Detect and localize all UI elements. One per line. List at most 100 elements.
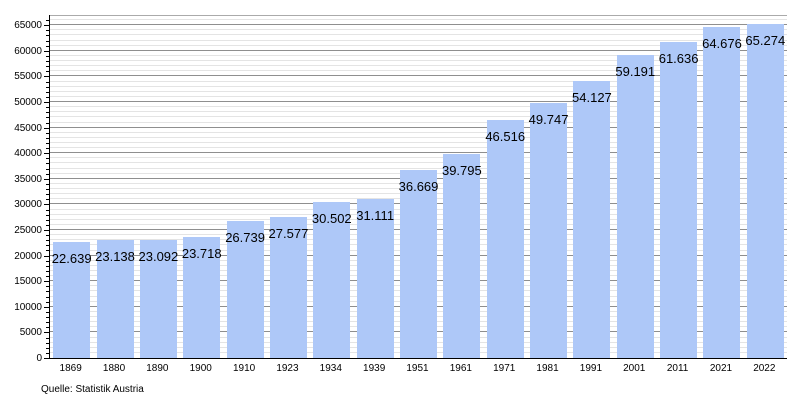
minor-gridline <box>50 65 787 67</box>
y-tick-label: 55000 <box>14 71 42 83</box>
y-tick-label: 50000 <box>14 97 42 109</box>
y-tick-label: 30000 <box>14 199 42 211</box>
bar-value-label: 54.127 <box>572 89 612 105</box>
y-minor-tick <box>46 342 49 344</box>
x-tick-label: 2011 <box>666 363 689 374</box>
minor-gridline <box>50 90 787 92</box>
y-minor-tick <box>46 96 49 98</box>
y-minor-tick <box>46 86 49 88</box>
y-minor-tick <box>46 199 49 201</box>
x-tick-label: 1934 <box>319 363 342 374</box>
minor-gridline <box>50 70 787 72</box>
y-minor-tick <box>46 265 49 267</box>
y-minor-tick <box>46 296 49 298</box>
y-minor-tick <box>46 40 49 42</box>
y-tick <box>44 127 49 129</box>
y-tick <box>44 358 49 359</box>
y-minor-tick <box>46 260 49 262</box>
minor-gridline <box>50 34 787 36</box>
y-tick <box>44 255 49 257</box>
bar-value-label: 64.676 <box>702 35 742 51</box>
y-minor-tick <box>46 311 49 313</box>
y-minor-tick <box>46 240 49 242</box>
bar-value-label: 23.138 <box>95 248 135 264</box>
y-minor-tick <box>46 322 49 324</box>
y-tick <box>44 102 49 104</box>
bar-value-label: 23.718 <box>181 245 222 261</box>
minor-gridline <box>50 95 787 97</box>
y-minor-tick <box>46 30 49 32</box>
minor-gridline <box>50 162 787 164</box>
minor-gridline <box>50 60 787 62</box>
y-minor-tick <box>46 122 49 124</box>
y-minor-tick <box>46 35 49 37</box>
y-minor-tick <box>46 20 49 22</box>
bar: 65.274 <box>745 23 785 358</box>
bar: 23.718 <box>181 236 222 358</box>
x-tick-label: 1939 <box>363 363 386 374</box>
y-minor-tick <box>46 224 49 226</box>
y-minor-tick <box>46 168 49 170</box>
bar-value-label: 27.577 <box>268 225 309 241</box>
y-minor-tick <box>46 209 49 211</box>
x-tick-label: 1900 <box>189 363 212 374</box>
x-tick-label: 2022 <box>753 363 776 374</box>
y-minor-tick <box>46 117 49 119</box>
y-tick-label: 10000 <box>14 301 42 313</box>
bar: 27.577 <box>268 216 309 358</box>
y-minor-tick <box>46 71 49 73</box>
x-tick-label: 1910 <box>232 363 256 374</box>
y-minor-tick <box>46 148 49 150</box>
bar: 23.092 <box>138 239 178 358</box>
y-minor-tick <box>46 163 49 165</box>
x-tick-label: 1890 <box>146 363 169 374</box>
y-minor-tick <box>46 327 49 329</box>
bar: 61.636 <box>659 42 698 358</box>
y-minor-tick <box>46 352 49 354</box>
y-tick <box>44 76 49 78</box>
x-tick-label: 1869 <box>59 363 82 374</box>
x-tick-label: 1951 <box>406 363 429 374</box>
source-caption: Quelle: Statistik Austria <box>41 384 144 395</box>
y-tick-label: 15000 <box>14 276 42 288</box>
major-gridline <box>50 75 787 77</box>
minor-gridline <box>50 142 787 143</box>
minor-gridline <box>50 29 787 31</box>
bar-value-label: 39.795 <box>441 163 482 179</box>
y-minor-tick <box>46 214 49 216</box>
bar-value-label: 36.669 <box>398 179 439 195</box>
bar: 39.795 <box>441 154 482 358</box>
y-tick <box>44 230 49 231</box>
y-tick-label: 25000 <box>14 225 42 236</box>
y-minor-tick <box>46 235 49 237</box>
y-tick-label: 35000 <box>14 173 42 185</box>
x-tick-label: 1981 <box>536 363 559 374</box>
major-gridline <box>50 126 787 128</box>
y-tick-label: 65000 <box>14 20 42 32</box>
bar: 49.747 <box>529 103 568 358</box>
y-tick-label: 40000 <box>14 148 42 160</box>
minor-gridline <box>50 121 787 123</box>
minor-gridline <box>50 54 787 56</box>
y-tick <box>44 204 49 206</box>
y-minor-tick <box>46 137 49 139</box>
minor-gridline <box>50 39 787 41</box>
bar: 22.639 <box>52 242 92 358</box>
y-minor-tick <box>46 194 49 196</box>
y-minor-tick <box>46 250 49 252</box>
plot-area: 22.639 23.138 23.092 23.718 26.739 27.577 30.5… <box>49 15 787 359</box>
bar-value-label: 46.516 <box>485 128 526 144</box>
y-tick-label: 5000 <box>19 327 42 339</box>
minor-gridline <box>50 111 787 113</box>
y-tick <box>44 281 49 283</box>
minor-gridline <box>50 85 787 87</box>
bar: 46.516 <box>485 119 526 358</box>
y-tick-label: 45000 <box>14 122 42 134</box>
x-tick-label: 1961 <box>449 363 472 374</box>
bar: 26.739 <box>225 221 265 358</box>
y-minor-tick <box>46 317 49 319</box>
bar: 36.669 <box>398 170 439 358</box>
y-tick <box>44 332 49 334</box>
y-minor-tick <box>46 91 49 93</box>
minor-gridline <box>50 167 787 169</box>
